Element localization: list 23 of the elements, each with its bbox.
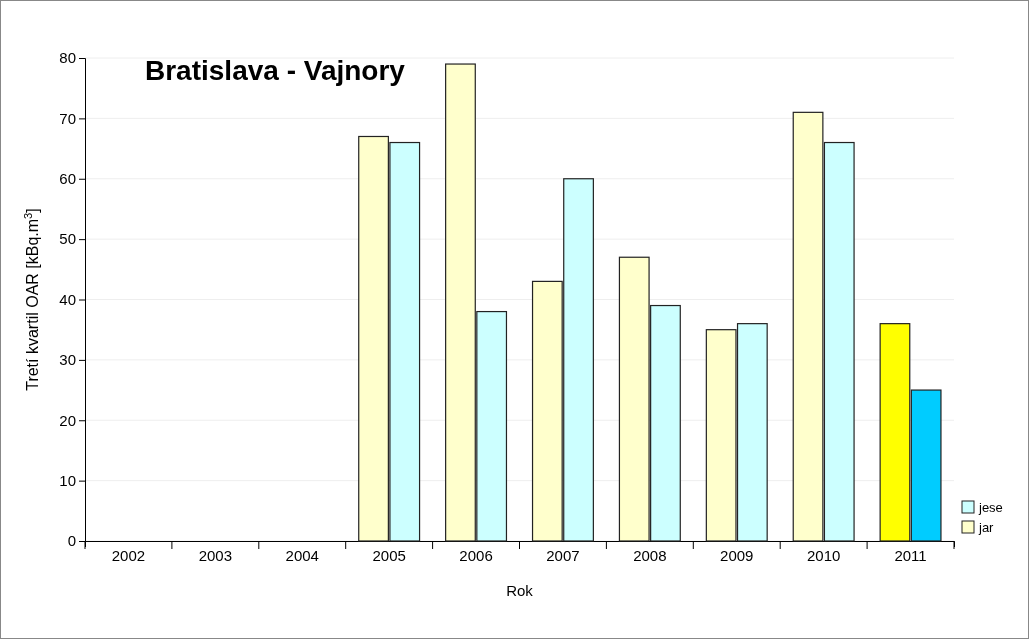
y-tick-label: 0 [67, 532, 76, 550]
x-tick-label: 2005 [372, 546, 406, 564]
x-tick-label: 2004 [285, 546, 319, 564]
y-tick-label: 10 [59, 471, 76, 489]
y-tick-label: 80 [59, 49, 76, 67]
legend-label: jese [978, 500, 1003, 515]
y-tick-label: 40 [59, 290, 76, 308]
x-tick-label: 2008 [633, 546, 667, 564]
x-tick-label: 2003 [198, 546, 233, 564]
y-tick-label: 30 [59, 351, 76, 369]
x-axis-title: Rok [506, 582, 534, 599]
y-tick-label: 70 [59, 109, 76, 127]
legend-label: jar [978, 520, 995, 535]
x-tick-label: 2002 [111, 546, 146, 564]
x-tick-label: 2009 [720, 546, 754, 564]
x-tick-label: 2007 [546, 546, 580, 564]
y-tick-label: 50 [59, 230, 76, 248]
x-tick-label: 2006 [459, 546, 493, 564]
y-tick-label: 20 [59, 411, 76, 429]
y-tick-label: 60 [59, 170, 76, 188]
chart-title: Bratislava - Vajnory [145, 55, 406, 86]
x-tick-label: 2011 [894, 546, 927, 564]
x-tick-label: 2010 [806, 546, 841, 564]
